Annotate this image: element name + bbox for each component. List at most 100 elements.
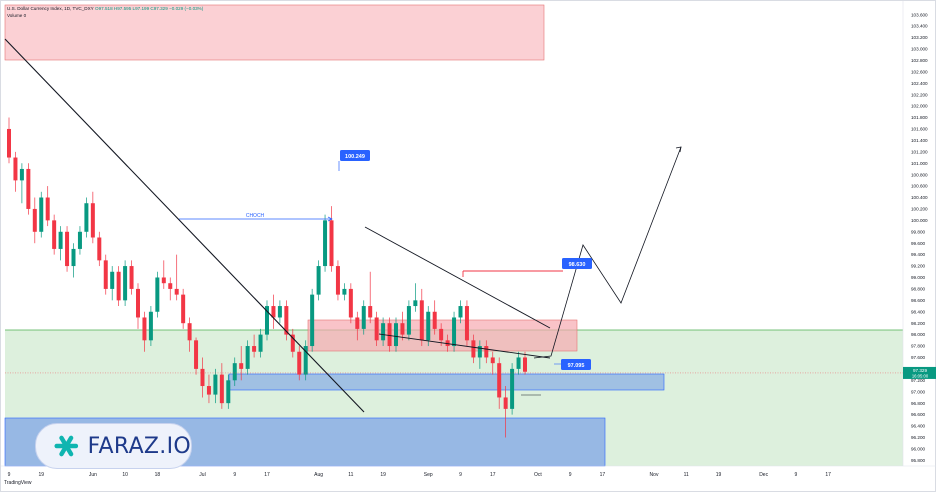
candle (110, 266, 115, 301)
candle (161, 260, 166, 289)
candle-body (181, 294, 186, 324)
candle-body (361, 306, 366, 329)
candle (265, 300, 269, 341)
price-tick-label: 97.800 (911, 344, 925, 349)
candle-body (103, 260, 108, 289)
candle (32, 197, 37, 244)
price-tick-label: 99.400 (911, 252, 925, 257)
time-tick-label: 17 (264, 472, 270, 478)
candle (316, 260, 321, 301)
candle-body (426, 311, 431, 341)
candle (232, 357, 237, 387)
candle (464, 300, 469, 347)
price-tick-label: 96.400 (911, 424, 925, 429)
candle-body (394, 323, 398, 347)
candle-body (13, 157, 18, 181)
candle (123, 260, 128, 307)
candle (13, 151, 18, 192)
price-tick-label: 98.800 (911, 287, 925, 292)
candle-body (142, 317, 147, 341)
symbol-title: U.S. Dollar Currency Index, 1D, TVC_DXY (7, 6, 94, 11)
candle (194, 337, 199, 375)
candle (484, 340, 489, 364)
drawings: CHOCH (4, 38, 682, 413)
candle (181, 288, 186, 329)
candle (400, 311, 405, 341)
candle (58, 226, 63, 261)
candle (226, 374, 231, 409)
candle (387, 317, 392, 352)
price-tick-label: 97.200 (911, 378, 925, 383)
candle-body (252, 346, 257, 352)
candle-body (310, 294, 315, 347)
candle (129, 260, 134, 295)
time-tick-label: 9 (8, 472, 11, 478)
time-tick-label: 17 (600, 472, 606, 478)
candle-body (168, 283, 173, 289)
price-tick-label: 103.000 (911, 47, 928, 52)
candle (84, 197, 89, 238)
candle (458, 300, 463, 324)
price-tick-label: 98.400 (911, 309, 925, 314)
price-tick-label: 103.200 (911, 35, 928, 40)
candle (90, 191, 95, 244)
candle (239, 346, 244, 381)
candle (394, 317, 398, 352)
price-tick-label: 101.200 (911, 149, 928, 154)
brand-watermark: FARAZ.IO (35, 423, 192, 469)
candle (374, 311, 379, 347)
high-price-callout-text: 100.249 (345, 154, 365, 160)
candle-body (174, 288, 179, 295)
candle-body (484, 346, 489, 358)
candle-body (510, 368, 515, 409)
candle (65, 226, 70, 272)
candle-body (19, 168, 24, 181)
price-tick-label: 97.000 (911, 389, 925, 394)
candle-body (97, 237, 102, 261)
candle-body (413, 300, 418, 307)
candle (490, 351, 495, 375)
candle-body (226, 380, 231, 404)
candle-body (136, 288, 140, 318)
candle-body (7, 128, 11, 158)
candle (348, 283, 353, 324)
candle-body (355, 317, 360, 329)
price-tick-label: 101.800 (911, 115, 928, 120)
time-tick-label: Oct (534, 472, 542, 478)
candle (303, 340, 308, 381)
candle-body (200, 368, 205, 387)
support-price-callout-box (561, 359, 591, 370)
candle-body (258, 334, 263, 352)
target-price-callout-box (562, 258, 592, 269)
candle-body (400, 323, 405, 335)
candle-body (432, 311, 437, 329)
candle (477, 340, 482, 369)
high-price-callout: 100.249 (340, 150, 370, 161)
volume-value: 0 (23, 12, 27, 18)
choch-label: CHOCH (246, 213, 265, 219)
candle (471, 334, 476, 364)
candle (503, 386, 508, 438)
candle-body (65, 231, 70, 267)
candle-body (58, 231, 63, 249)
time-tick-label: 9 (233, 472, 236, 478)
candle (174, 254, 179, 301)
time-tick-label: 19 (716, 472, 722, 478)
candle-body (148, 311, 153, 341)
price-tick-label: 100.400 (911, 195, 928, 200)
price-tick-label: 100.000 (911, 218, 928, 223)
price-tick-label: 100.600 (911, 184, 928, 189)
brand-name: FARAZ.IO (87, 433, 191, 459)
candle (97, 231, 102, 267)
candle (219, 363, 224, 409)
candle (77, 226, 82, 255)
candle-body (419, 300, 424, 341)
candle (19, 163, 24, 204)
candle (329, 206, 334, 272)
price-tick-label: 99.000 (911, 275, 925, 280)
price-tick-label: 100.200 (911, 207, 928, 212)
current-price-text: 97.329 (913, 368, 927, 373)
